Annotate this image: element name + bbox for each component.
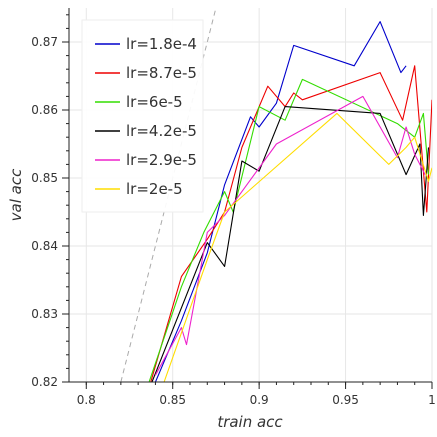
y-axis-title: val acc	[7, 168, 25, 221]
series-line-1	[150, 65, 432, 382]
x-tick-label-4: 1	[428, 393, 436, 407]
y-tick-label-5: 0.87	[31, 35, 58, 49]
y-tick-label-2: 0.84	[31, 239, 58, 253]
y-tick-label-1: 0.83	[31, 307, 58, 321]
series-line-5	[163, 112, 432, 382]
tick-labels: 0.8 0.85 0.9 0.95 1 0.82 0.83 0.84 0.85 0.86 0.87	[31, 35, 436, 407]
legend-label-3: lr=4.2e-5	[126, 122, 197, 140]
x-axis-title: train acc	[217, 413, 283, 431]
y-tick-label-0: 0.82	[31, 375, 58, 389]
series-line-2	[148, 78, 430, 382]
x-tick-label-0: 0.8	[77, 393, 96, 407]
series-line-4	[154, 95, 426, 376]
legend-label-1: lr=8.7e-5	[126, 64, 197, 82]
legend-label-2: lr=6e-5	[126, 93, 183, 111]
legend: lr=1.8e-4 lr=8.7e-5 lr=6e-5 lr=4.2e-5 lr=2.9…	[81, 19, 204, 213]
legend-label-4: lr=2.9e-5	[126, 151, 197, 169]
legend-items: lr=1.8e-4 lr=8.7e-5 lr=6e-5 lr=4.2e-5 lr=2.9…	[95, 35, 197, 198]
x-tick-label-2: 0.9	[250, 393, 269, 407]
y-tick-label-3: 0.85	[31, 171, 58, 185]
x-tick-label-1: 0.85	[159, 393, 186, 407]
axes	[62, 8, 433, 389]
legend-label-5: lr=2e-5	[126, 180, 183, 198]
y-tick-label-4: 0.86	[31, 103, 58, 117]
x-tick-label-3: 0.95	[332, 393, 359, 407]
series-layer	[148, 21, 432, 382]
legend-label-0: lr=1.8e-4	[126, 35, 197, 53]
series-line-0	[154, 21, 407, 382]
legend-box	[81, 19, 204, 213]
